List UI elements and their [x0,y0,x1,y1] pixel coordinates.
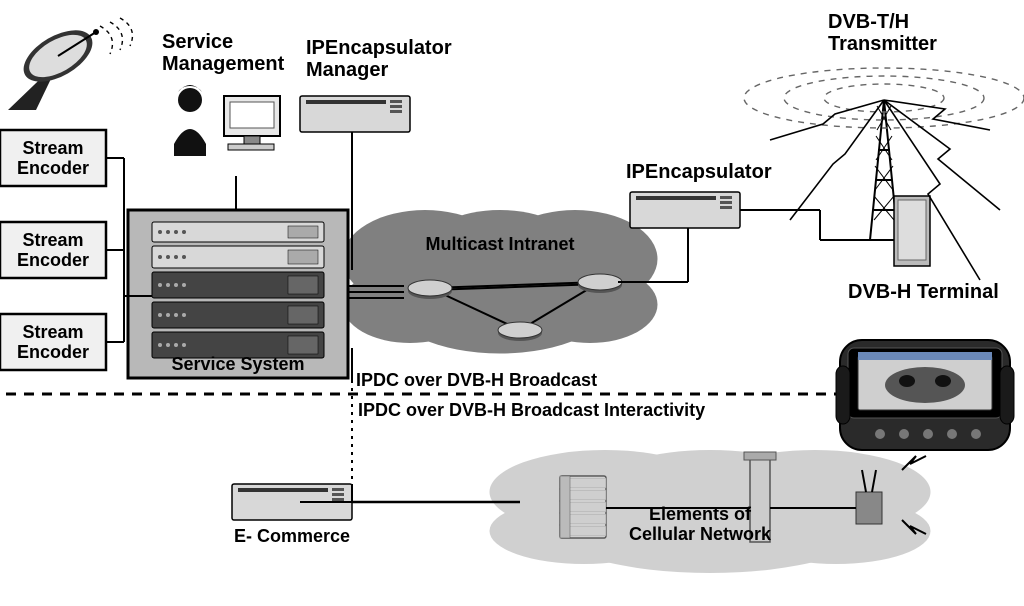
svg-text:Service System: Service System [171,354,304,374]
svg-text:E- Commerce: E- Commerce [234,526,350,546]
svg-text:IPEncapsulatorManager: IPEncapsulatorManager [306,37,452,81]
svg-text:DVB-H Terminal: DVB-H Terminal [848,281,999,303]
svg-text:StreamEncoder: StreamEncoder [17,230,89,270]
svg-text:ServiceManagement: ServiceManagement [162,31,285,75]
svg-text:Elements ofCellular Network: Elements ofCellular Network [629,504,772,544]
svg-text:IPDC over DVB-H Broadcast: IPDC over DVB-H Broadcast [356,370,597,390]
svg-text:DVB-T/HTransmitter: DVB-T/HTransmitter [828,11,937,55]
svg-text:StreamEncoder: StreamEncoder [17,138,89,178]
diagram-stage: Multicast Intranet Elements ofCellular Ne… [0,0,1024,606]
svg-text:StreamEncoder: StreamEncoder [17,322,89,362]
svg-text:IPEncapsulator: IPEncapsulator [626,161,772,183]
svg-layer: Multicast Intranet Elements ofCellular Ne… [0,0,1024,606]
svg-text:IPDC over DVB-H Broadcast Inte: IPDC over DVB-H Broadcast Interactivity [358,400,705,420]
svg-text:Multicast Intranet: Multicast Intranet [425,234,574,254]
